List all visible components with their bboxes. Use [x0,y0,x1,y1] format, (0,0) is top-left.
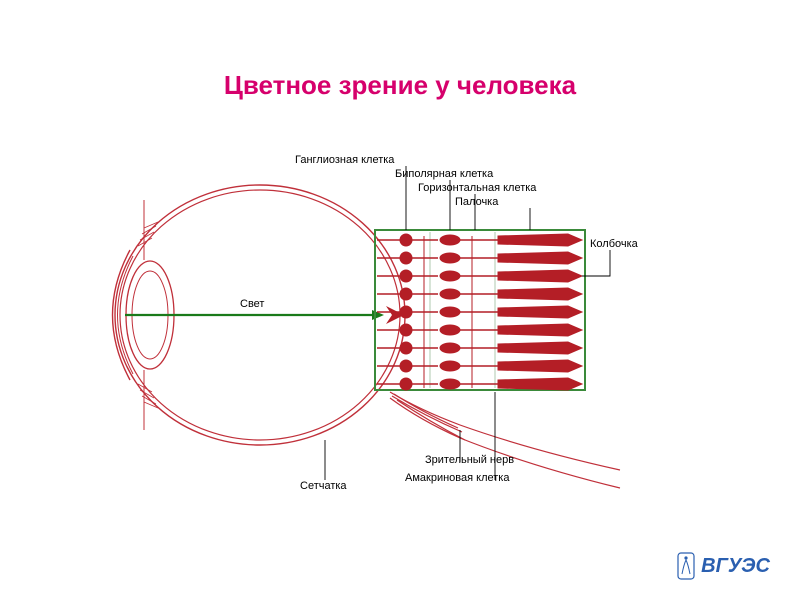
leader-lines [325,166,610,480]
label-ganglion: Ганглиозная клетка [295,154,394,166]
retinal-cells [377,234,582,390]
label-cone: Колбочка [590,238,638,250]
watermark-icon [677,552,695,580]
page-title: Цветное зрение у человека [0,70,800,101]
label-optic-nerve: Зрительный нерв [425,454,514,466]
label-bipolar: Биполярная клетка [395,168,493,180]
label-amacrine: Амакриновая клетка [405,472,509,484]
watermark: ВГУЭС [677,552,770,580]
eye-diagram: Ганглиозная клетка Биполярная клетка Гор… [100,140,700,510]
label-light: Свет [240,298,264,310]
label-rod: Палочка [455,196,498,208]
diagram-svg [100,140,700,510]
watermark-text: ВГУЭС [701,555,770,578]
label-retina: Сетчатка [300,480,347,492]
label-horizontal: Горизонтальная клетка [418,182,536,194]
